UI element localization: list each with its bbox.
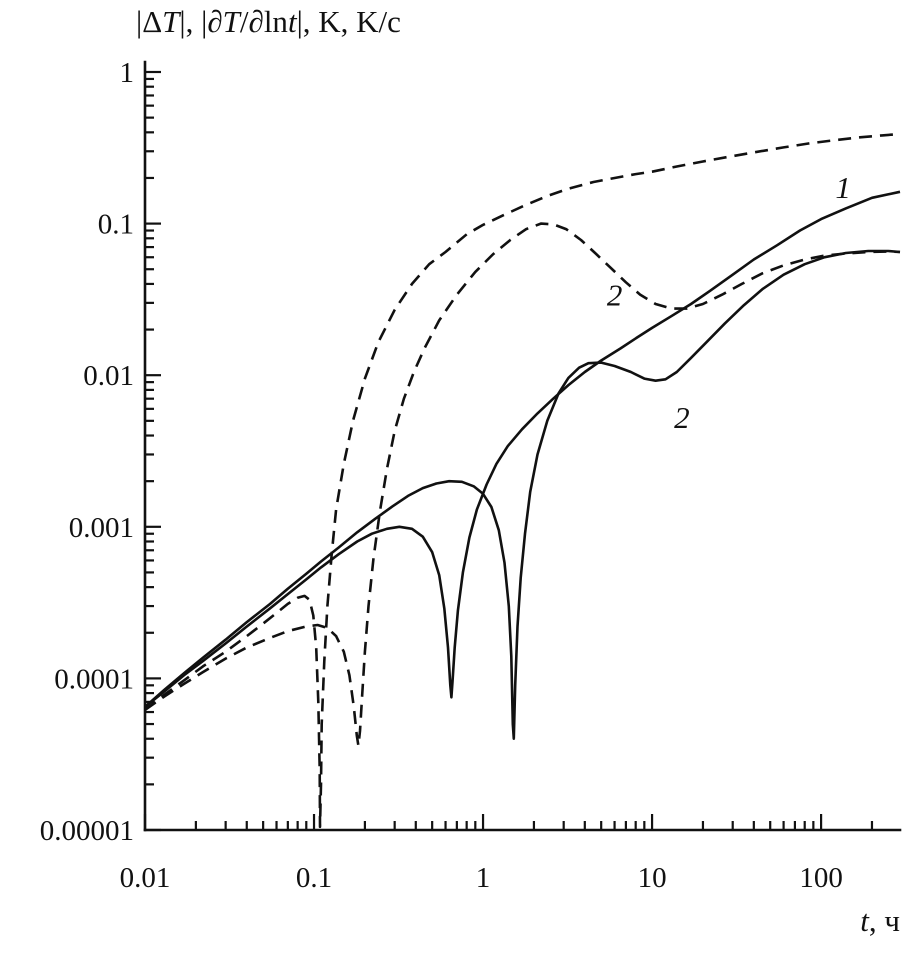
title-segment: |Δ	[136, 4, 163, 39]
curve-solid-1	[145, 190, 901, 708]
title-segment: /∂ln	[239, 4, 288, 39]
x-tick-label: 100	[799, 862, 843, 894]
curve-solid-2	[145, 249, 901, 740]
y-tick-label: 1	[120, 57, 135, 89]
y-axis-title: |ΔT|, |∂T/∂lnt|, K, K/с	[136, 4, 401, 40]
x-axis-title: t, ч	[860, 903, 900, 939]
title-segment: t	[287, 4, 297, 39]
curve-dashed-2	[145, 222, 901, 747]
title-segment: t	[860, 903, 869, 938]
title-segment: T	[222, 4, 240, 39]
title-segment: |, |∂	[179, 4, 223, 39]
x-tick-label: 0.1	[296, 862, 332, 894]
y-tick-label: 0.1	[98, 209, 134, 241]
x-tick-label: 1	[476, 862, 491, 894]
curve-label-2: 2	[607, 278, 623, 313]
curve-label-2: 2	[674, 400, 690, 435]
y-tick-label: 0.0001	[54, 663, 134, 695]
y-tick-label: 0.00001	[40, 815, 134, 847]
x-tick-label: 0.01	[120, 862, 171, 894]
y-tick-label: 0.001	[69, 512, 134, 544]
title-segment: T	[162, 4, 180, 39]
x-tick-label: 10	[638, 862, 667, 894]
curve-label-1: 1	[835, 170, 851, 205]
curve-dashed-1	[145, 132, 901, 829]
y-tick-label: 0.01	[83, 360, 134, 392]
title-segment: |, K, K/с	[296, 4, 401, 39]
title-segment: , ч	[868, 903, 900, 938]
